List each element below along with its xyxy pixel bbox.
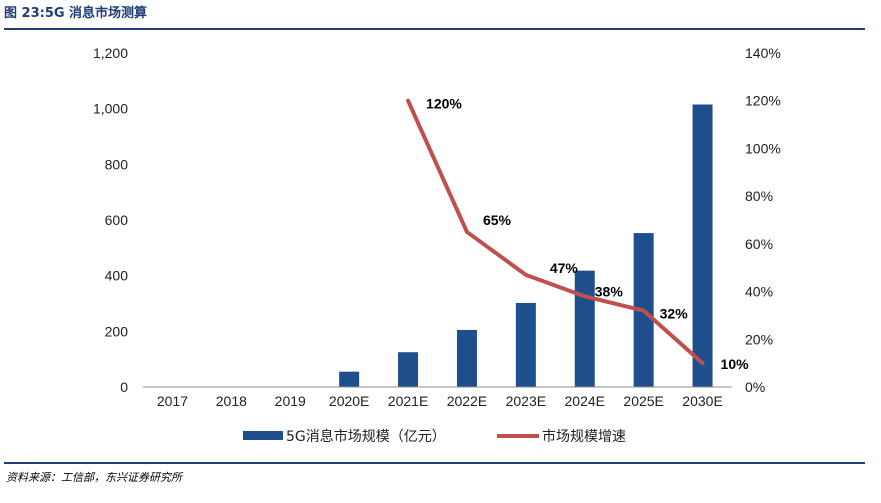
- right-tick-label: 0%: [745, 379, 765, 395]
- top-rule: [4, 28, 865, 30]
- line-data-label: 32%: [660, 306, 689, 322]
- legend-line-label: 市场规模增速: [542, 428, 626, 445]
- left-tick-label: 600: [105, 212, 129, 228]
- left-tick-label: 800: [105, 156, 129, 172]
- legend: 5G消息市场规模（亿元） 市场规模增速: [243, 428, 626, 445]
- bar: [574, 270, 595, 387]
- line-data-label: 120%: [426, 96, 462, 112]
- legend-bar-swatch: [243, 431, 283, 440]
- x-tick-label: 2018: [216, 393, 247, 409]
- line-data-label: 38%: [595, 283, 624, 299]
- legend-bar-label: 5G消息市场规模（亿元）: [286, 428, 446, 445]
- bar: [456, 329, 477, 387]
- line-data-label: 47%: [550, 260, 579, 276]
- right-tick-label: 140%: [745, 45, 781, 61]
- bar: [339, 371, 360, 387]
- right-tick-label: 60%: [745, 236, 773, 252]
- right-axis-ticks: 0% 20% 40% 60% 80% 100% 120% 140%: [745, 45, 781, 395]
- x-tick-label: 2021E: [388, 393, 428, 409]
- right-tick-label: 80%: [745, 188, 773, 204]
- x-tick-label: 2017: [157, 393, 188, 409]
- x-axis-ticks: 2017 2018 2019 2020E 2021E 2022E 2023E 2024E 202…: [157, 393, 723, 409]
- left-tick-label: 400: [105, 268, 129, 284]
- bar-series: [339, 104, 713, 387]
- line-series: 120% 65% 47% 38% 32% 10%: [406, 96, 750, 372]
- x-tick-label: 2020E: [329, 393, 369, 409]
- growth-line: [406, 98, 705, 366]
- bar: [692, 104, 713, 387]
- x-tick-label: 2030E: [682, 393, 722, 409]
- left-tick-label: 1,200: [93, 45, 128, 61]
- figure-title: 图 23:5G 消息市场测算: [4, 6, 148, 21]
- right-tick-label: 40%: [745, 284, 773, 300]
- left-axis-ticks: 0 200 400 600 800 1,000 1,200: [93, 45, 128, 395]
- x-tick-label: 2024E: [565, 393, 605, 409]
- right-tick-label: 120%: [745, 93, 781, 109]
- right-tick-label: 100%: [745, 140, 781, 156]
- source-note: 资料来源：工信部，东兴证券研究所: [6, 471, 182, 484]
- bar: [398, 352, 419, 387]
- x-tick-label: 2023E: [506, 393, 546, 409]
- left-tick-label: 0: [120, 379, 128, 395]
- line-data-label: 10%: [721, 356, 750, 372]
- x-tick-label: 2022E: [447, 393, 487, 409]
- left-tick-label: 200: [105, 323, 129, 339]
- left-tick-label: 1,000: [93, 101, 128, 117]
- right-tick-label: 20%: [745, 331, 773, 347]
- bar: [515, 302, 536, 387]
- line-data-label: 65%: [483, 212, 512, 228]
- bottom-rule: [4, 462, 865, 464]
- x-tick-label: 2019: [275, 393, 306, 409]
- x-tick-label: 2025E: [623, 393, 663, 409]
